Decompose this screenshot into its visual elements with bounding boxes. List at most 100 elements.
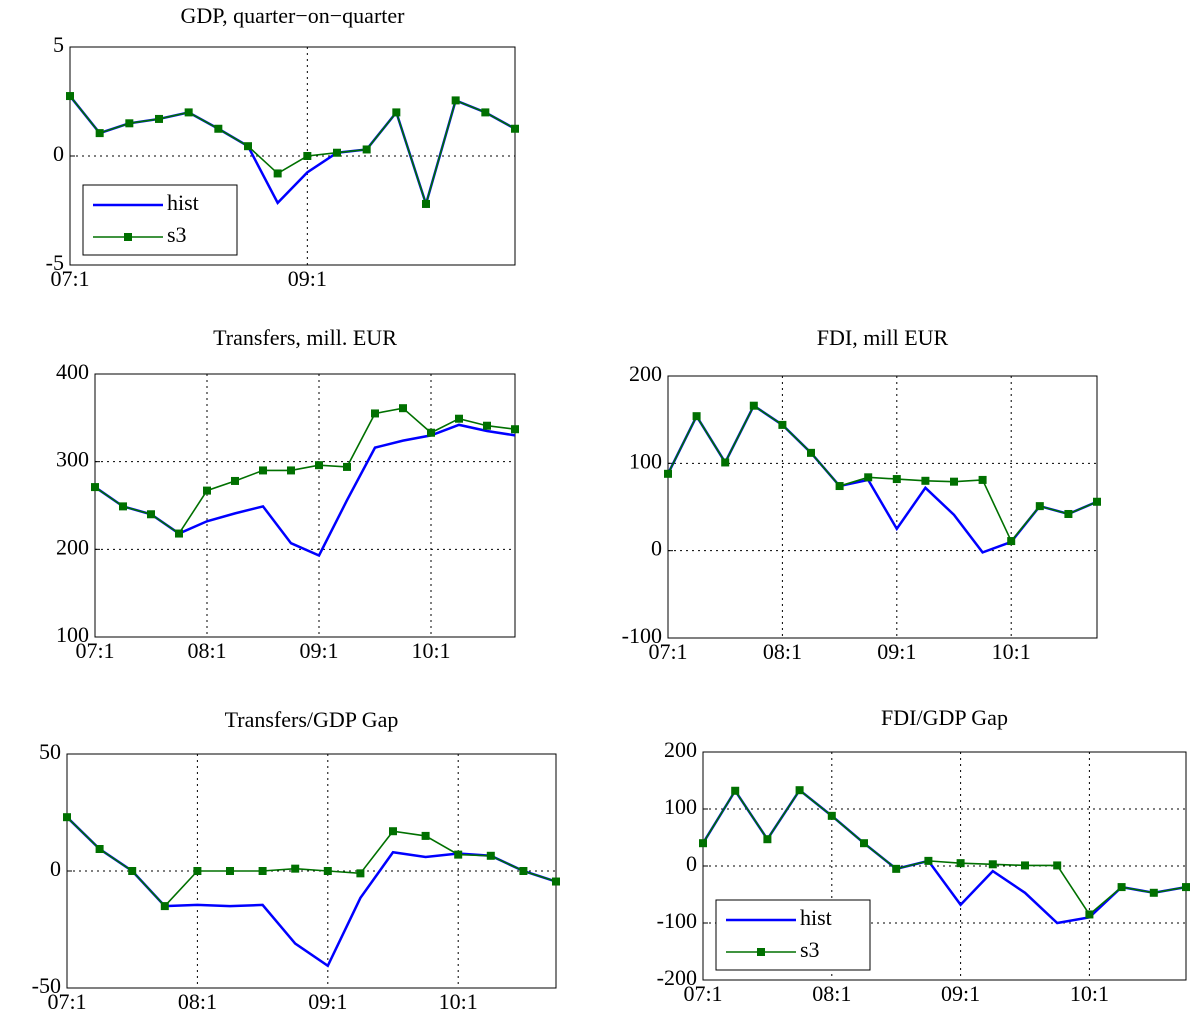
marker (699, 839, 707, 848)
marker (924, 856, 933, 865)
marker (860, 839, 868, 848)
plot-frame (94, 373, 516, 638)
y-tick-label: -100 (657, 908, 697, 933)
marker (427, 428, 435, 437)
x-tick-label: 08:1 (187, 638, 226, 663)
chart: GDP, quarter−on−quarter -5 0 5 07:1 09:1 hist s… (46, 3, 519, 291)
chart: FDI, mill EUR -100 0 100 200 07:1 08:1 09:1 10:1 (622, 325, 1101, 664)
marker (371, 409, 379, 418)
marker (343, 462, 351, 471)
marker (481, 108, 490, 117)
y-tick-label: -5 (46, 250, 64, 275)
marker (1117, 883, 1126, 892)
marker (273, 169, 282, 178)
plot-frame (66, 753, 557, 989)
y-tick-label: 400 (56, 359, 89, 384)
legend-marker (124, 233, 132, 241)
x-tick-label: 10:1 (439, 989, 478, 1014)
marker (1021, 861, 1029, 870)
plot-frame (702, 751, 1187, 981)
marker (259, 466, 267, 475)
marker (95, 845, 104, 854)
y-tick-label: -50 (32, 973, 61, 998)
marker (258, 867, 267, 875)
x-tick-label: 09:1 (941, 981, 980, 1006)
marker (362, 145, 371, 154)
y-tick-label: 0 (686, 851, 697, 876)
chart: FDI/GDP Gap -200 -100 0 100 200 07:1 08:1 09:1 10… (657, 705, 1190, 1006)
y-tick-label: -200 (657, 965, 697, 990)
marker (749, 401, 758, 410)
legend-box (715, 899, 871, 971)
x-tick-label: 10:1 (1070, 981, 1109, 1006)
marker (795, 786, 804, 795)
marker (303, 152, 312, 160)
y-tick-label: -100 (622, 623, 662, 648)
series-line (666, 403, 1098, 554)
marker (244, 142, 252, 151)
marker (155, 114, 163, 123)
marker (119, 502, 127, 511)
series-line (702, 789, 1187, 916)
marker (1149, 888, 1158, 897)
x-tick-label: 07:1 (648, 639, 687, 664)
marker (203, 486, 211, 495)
marker (95, 129, 104, 138)
y-tick-label: 100 (629, 448, 662, 473)
x-tick-label: 07:1 (683, 981, 722, 1006)
marker (519, 867, 528, 875)
series-line (66, 816, 557, 968)
marker (921, 476, 930, 485)
marker (214, 124, 223, 133)
marker (692, 412, 701, 421)
legend-label: hist (800, 905, 832, 930)
marker (552, 877, 560, 886)
marker (147, 510, 155, 519)
marker (399, 404, 407, 413)
plot-frame (69, 46, 516, 266)
x-tick-label: 07:1 (47, 989, 86, 1014)
marker (1053, 861, 1062, 870)
x-tick-label: 09:1 (308, 989, 347, 1014)
marker (511, 425, 519, 434)
x-tick-label: 10:1 (411, 638, 450, 663)
marker (231, 476, 239, 485)
marker (763, 835, 772, 844)
chart: Transfers/GDP Gap -50 0 50 07:1 08:1 09:1 10:1 (32, 707, 560, 1014)
chart-title: Transfers/GDP Gap (225, 707, 399, 732)
marker (91, 483, 99, 492)
marker (421, 831, 430, 840)
legend-label: s3 (167, 222, 187, 247)
x-tick-label: 10:1 (992, 639, 1031, 664)
series-line (94, 423, 516, 558)
marker (315, 461, 323, 470)
chart-title: GDP, quarter−on−quarter (181, 3, 406, 28)
marker (1093, 497, 1101, 506)
marker (323, 867, 332, 875)
chart-title: FDI, mill EUR (817, 325, 949, 350)
chart: Transfers, mill. EUR 100 200 300 400 07:1 08:1… (56, 325, 519, 663)
x-tick-label: 08:1 (763, 639, 802, 664)
legend-label: hist (167, 190, 199, 215)
series-line (667, 404, 1098, 543)
marker (807, 448, 815, 457)
marker (175, 529, 183, 538)
y-tick-label: 200 (664, 737, 697, 762)
marker (287, 466, 295, 475)
marker (128, 867, 137, 875)
marker (1007, 537, 1016, 546)
y-tick-label: 200 (56, 534, 89, 559)
marker (291, 864, 300, 873)
marker (892, 864, 901, 873)
marker (864, 473, 873, 482)
marker (455, 414, 463, 423)
marker (731, 786, 740, 795)
chart-title: Transfers, mill. EUR (213, 325, 397, 350)
chart-title: FDI/GDP Gap (881, 705, 1008, 730)
marker (778, 420, 787, 429)
y-tick-label: 100 (664, 794, 697, 819)
marker (950, 477, 958, 486)
legend-box (82, 184, 238, 256)
x-tick-label: 08:1 (812, 981, 851, 1006)
marker (892, 475, 901, 484)
